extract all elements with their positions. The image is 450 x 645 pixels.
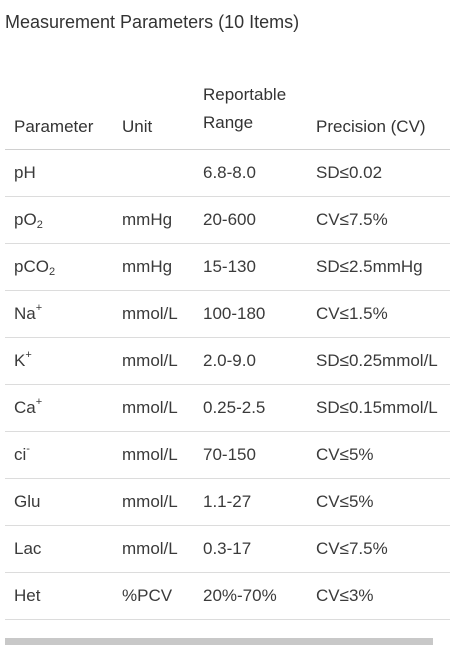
param-cell: Glu <box>5 492 113 512</box>
table-row: Na+ mmol/L 100-180 CV≤1.5% <box>5 291 450 338</box>
param-name: pCO <box>14 257 49 276</box>
horizontal-scrollbar[interactable] <box>5 638 433 645</box>
header-unit: Unit <box>122 117 153 136</box>
unit-cell: %PCV <box>122 586 173 605</box>
param-cell: pO2 <box>5 210 113 231</box>
table-row: Glu mmol/L 1.1-27 CV≤5% <box>5 479 450 526</box>
unit-cell: mmol/L <box>122 351 178 370</box>
param-cell: Ca+ <box>5 396 113 418</box>
table-row: ci- mmol/L 70-150 CV≤5% <box>5 432 450 479</box>
param-superscript: + <box>35 302 43 314</box>
param-name: K <box>14 351 26 370</box>
range-cell: 15-130 <box>203 257 256 276</box>
param-name: Lac <box>14 539 42 558</box>
range-cell: 20%-70% <box>203 586 277 605</box>
param-cell: Het <box>5 586 113 606</box>
table-header-row: Parameter Unit Reportable Range Precisio… <box>5 81 450 150</box>
table-row: Ca+ mmol/L 0.25-2.5 SD≤0.15mmol/L <box>5 385 450 432</box>
param-name: Het <box>14 586 41 605</box>
param-subscript: 2 <box>48 266 56 278</box>
header-range-line1: Reportable <box>203 85 287 104</box>
unit-cell: mmol/L <box>122 304 178 323</box>
range-cell: 100-180 <box>203 304 266 323</box>
page-title: Measurement Parameters (10 Items) <box>5 12 300 32</box>
range-cell: 20-600 <box>203 210 256 229</box>
unit-cell: mmol/L <box>122 492 178 511</box>
range-cell: 70-150 <box>203 445 256 464</box>
unit-cell: mmol/L <box>122 445 178 464</box>
unit-cell: mmHg <box>122 257 173 276</box>
precision-cell: SD≤0.02 <box>316 163 383 182</box>
table-row: K+ mmol/L 2.0-9.0 SD≤0.25mmol/L <box>5 338 450 385</box>
table-row: Het %PCV 20%-70% CV≤3% <box>5 573 450 620</box>
param-cell: Na+ <box>5 302 113 324</box>
parameters-table: Parameter Unit Reportable Range Precisio… <box>5 80 450 620</box>
unit-cell: mmHg <box>122 210 173 229</box>
precision-cell: SD≤2.5mmHg <box>316 257 423 276</box>
precision-cell: SD≤0.25mmol/L <box>316 351 438 370</box>
header-range-line2: Range <box>203 113 254 132</box>
param-name: pO <box>14 210 37 229</box>
param-cell: Lac <box>5 539 113 559</box>
unit-cell: mmol/L <box>122 398 178 417</box>
param-cell: ci- <box>5 443 113 465</box>
param-cell: K+ <box>5 349 113 371</box>
range-cell: 1.1-27 <box>203 492 252 511</box>
param-superscript: - <box>26 443 30 455</box>
param-name: Na <box>14 304 36 323</box>
header-reportable-range: Reportable Range <box>194 81 307 137</box>
range-cell: 0.3-17 <box>203 539 252 558</box>
header-precision: Precision (CV) <box>316 117 426 136</box>
param-cell: pH <box>5 163 113 183</box>
precision-cell: CV≤7.5% <box>316 539 388 558</box>
param-superscript: + <box>25 349 32 361</box>
table-row: pCO2 mmHg 15-130 SD≤2.5mmHg <box>5 244 450 291</box>
range-cell: 0.25-2.5 <box>203 398 266 417</box>
param-name: ci <box>14 445 27 464</box>
unit-cell: mmol/L <box>122 539 178 558</box>
precision-cell: CV≤1.5% <box>316 304 388 323</box>
precision-cell: CV≤5% <box>316 492 374 511</box>
param-name: Glu <box>14 492 41 511</box>
range-cell: 2.0-9.0 <box>203 351 256 370</box>
param-subscript: 2 <box>36 219 43 231</box>
precision-cell: SD≤0.15mmol/L <box>316 398 438 417</box>
table-row: pH 6.8-8.0 SD≤0.02 <box>5 150 450 197</box>
precision-cell: CV≤5% <box>316 445 374 464</box>
param-name: pH <box>14 163 36 182</box>
header-parameter: Parameter <box>14 117 94 136</box>
precision-cell: CV≤3% <box>316 586 374 605</box>
param-name: Ca <box>14 398 36 417</box>
param-superscript: + <box>35 396 43 408</box>
range-cell: 6.8-8.0 <box>203 163 256 182</box>
precision-cell: CV≤7.5% <box>316 210 388 229</box>
param-cell: pCO2 <box>5 257 113 278</box>
table-row: pO2 mmHg 20-600 CV≤7.5% <box>5 197 450 244</box>
table-row: Lac mmol/L 0.3-17 CV≤7.5% <box>5 526 450 573</box>
